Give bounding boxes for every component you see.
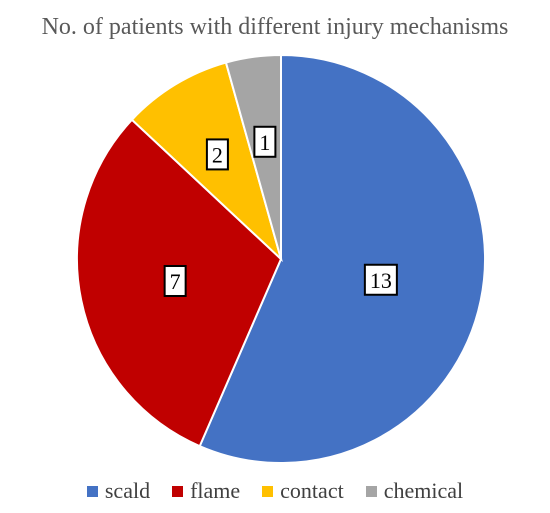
legend-label-chemical: chemical	[383, 478, 464, 503]
legend-item-flame: flame	[172, 478, 240, 504]
chart-title: No. of patients with different injury me…	[41, 14, 509, 40]
legend-item-chemical: chemical	[365, 478, 464, 504]
legend-label-flame: flame	[190, 478, 241, 503]
legend-swatch-flame	[172, 485, 184, 497]
legend-item-contact: contact	[262, 478, 344, 504]
svg-text:1: 1	[259, 130, 270, 155]
data-label-scald: 13	[363, 263, 398, 296]
legend: scald flame contact chemical	[0, 478, 550, 504]
legend-label-contact: contact	[280, 478, 344, 503]
svg-text:7: 7	[170, 269, 181, 294]
data-label-chemical: 1	[253, 125, 277, 158]
legend-item-scald: scald	[86, 478, 151, 504]
data-label-flame: 7	[163, 264, 187, 297]
svg-text:2: 2	[212, 142, 223, 167]
pie-slice-scald	[198, 53, 486, 464]
legend-swatch-contact	[262, 485, 274, 497]
legend-label-scald: scald	[104, 478, 151, 503]
legend-swatch-scald	[86, 485, 98, 497]
svg-text:13: 13	[370, 268, 392, 293]
legend-swatch-chemical	[365, 485, 377, 497]
data-label-contact: 2	[205, 138, 229, 171]
